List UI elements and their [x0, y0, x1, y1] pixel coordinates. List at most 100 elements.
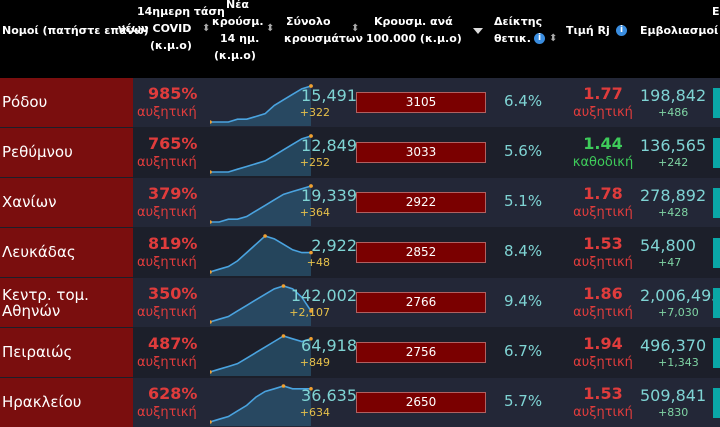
header-per-1[interactable]: Κρουσμ. ανά [374, 15, 453, 28]
cases-delta: +634 [299, 406, 330, 419]
sparkline-point [281, 284, 286, 288]
total-cases: 19,339 [301, 186, 357, 205]
per100k-bar: 2922 [356, 192, 486, 213]
header-edge: Ε [712, 5, 720, 18]
trend-label: αυξητική [137, 105, 197, 120]
cases-delta: +2,107 [289, 306, 330, 319]
per100k-bar: 2650 [356, 392, 486, 413]
rt-value: 1.77 [583, 84, 623, 103]
sparkline-point [309, 84, 313, 88]
sparkline-line [210, 335, 312, 373]
positivity-rate: 6.7% [504, 342, 543, 360]
total-cases: 36,635 [301, 386, 357, 405]
positivity-rate: 8.4% [504, 242, 543, 260]
trend-label: αυξητική [137, 355, 197, 370]
header-vac[interactable]: Εμβολιασμοί [640, 24, 719, 37]
trend-percent: 379% [148, 184, 198, 203]
sort-icon[interactable]: ⬍ [266, 23, 275, 34]
region-cell[interactable]: Χανίων [0, 178, 133, 227]
sparkline-area [210, 86, 311, 126]
sparkline-point [210, 370, 212, 374]
trend-label: αυξητική [137, 405, 197, 420]
header-trend-1[interactable]: 14ημερη τάση [137, 5, 225, 18]
positivity-rate: 9.4% [504, 292, 543, 310]
region-cell[interactable]: Λευκάδας [0, 228, 133, 277]
header-trend-3[interactable]: (κ.μ.ο) [150, 39, 192, 52]
next-column-edge [713, 388, 720, 418]
vaccinations: 2,006,495 [640, 286, 720, 305]
table-row[interactable]: Λευκάδας 819% αυξητική 2,922 +48 2852 8.4% 1.53… [0, 228, 720, 277]
next-column-edge [713, 288, 720, 318]
sparkline-point [281, 384, 286, 388]
sparkline-point [210, 170, 212, 174]
region-cell[interactable]: Ηρακλείου [0, 378, 133, 427]
header-new-3[interactable]: 14 ημ. [220, 32, 260, 45]
sparkline-point [263, 234, 267, 238]
vaccinations: 278,892 [640, 186, 707, 205]
next-column-edge [713, 338, 720, 368]
region-cell[interactable]: Κεντρ. τομ. Αθηνών [0, 278, 133, 327]
per100k-bar: 2756 [356, 342, 486, 363]
per100k-value: 2766 [405, 295, 437, 309]
region-name: Ρεθύμνου [2, 143, 73, 161]
per100k-value: 3033 [405, 145, 437, 159]
header-total-2[interactable]: κρουσμάτων [284, 32, 363, 45]
header-new-2[interactable]: κρούσμ. [212, 15, 264, 28]
positivity-rate: 5.7% [504, 392, 543, 410]
info-icon[interactable]: i [534, 33, 545, 44]
vaccinations-delta: +47 [658, 256, 682, 269]
vaccinations: 136,565 [640, 136, 707, 155]
sparkline-line [210, 185, 312, 223]
next-column-edge [713, 188, 720, 218]
cases-delta: +849 [299, 356, 330, 369]
sparkline-point [210, 120, 212, 124]
trend-percent: 350% [148, 284, 198, 303]
total-cases: 15,491 [301, 86, 357, 105]
trend-percent: 628% [148, 384, 198, 403]
table-row[interactable]: Ρόδου 985% αυξητική 15,491 +322 3105 6.4% 1.77 α… [0, 78, 720, 127]
sparkline-point [309, 134, 313, 138]
header-new-4[interactable]: (κ.μ.ο) [214, 49, 256, 62]
region-name: Ρόδου [2, 93, 48, 111]
table-row[interactable]: Πειραιώς 487% αυξητική 64,918 +849 2756 6.7% 1.… [0, 328, 720, 377]
next-column-edge [713, 88, 720, 118]
trend-label: αυξητική [137, 255, 197, 270]
sort-icon[interactable]: ⬍ [202, 23, 211, 34]
rt-label: καθοδική [572, 155, 634, 170]
total-cases: 12,849 [301, 136, 357, 155]
header-rt[interactable]: Τιμή Rj [566, 24, 610, 37]
trend-percent: 765% [148, 134, 198, 153]
sparkline-point [309, 184, 313, 188]
sort-icon[interactable]: ⬍ [351, 23, 360, 34]
region-cell[interactable]: Ρεθύμνου [0, 128, 133, 177]
sparkline-area [210, 136, 311, 176]
header-trend-2[interactable]: νέων COVID [118, 22, 192, 35]
table-row[interactable]: Χανίων 379% αυξητική 19,339 +364 2922 5.1% 1.78… [0, 178, 720, 227]
dropdown-icon[interactable] [473, 28, 483, 34]
sparkline-line [210, 85, 312, 123]
info-icon[interactable]: i [616, 25, 627, 36]
table-header: Νομοί (πατήστε επάνω) 14ημερη τάση νέων … [0, 0, 720, 78]
per100k-bar: 3033 [356, 142, 486, 163]
region-cell[interactable]: Ρόδου [0, 78, 133, 127]
per100k-value: 2922 [405, 195, 437, 209]
table-row[interactable]: Ρεθύμνου 765% αυξητική 12,849 +252 3033 5.6% 1.… [0, 128, 720, 177]
table-row[interactable]: Κεντρ. τομ. Αθηνών 350% αυξητική 142,002 +2,1… [0, 278, 720, 327]
header-new-1[interactable]: Νέα [226, 0, 249, 11]
sparkline-point [309, 250, 313, 255]
header-total-1[interactable]: Σύνολο [286, 15, 331, 28]
sparkline [210, 384, 313, 426]
header-pos-2[interactable]: θετικ. [494, 32, 531, 45]
rt-label: αυξητική [573, 355, 633, 370]
header-per-2[interactable]: 100.000 (κ.μ.ο) [366, 32, 462, 45]
rt-value: 1.44 [583, 134, 623, 153]
header-name[interactable]: Νομοί (πατήστε επάνω) [2, 24, 149, 37]
region-name: Χανίων [2, 193, 57, 211]
table-row[interactable]: Ηρακλείου 628% αυξητική 36,635 +634 2650 5.7% 1… [0, 378, 720, 427]
header-pos-1[interactable]: Δείκτης [494, 15, 543, 28]
vaccinations: 54,800 [640, 236, 696, 255]
per100k-bar: 2766 [356, 292, 486, 313]
rt-label: αυξητική [573, 305, 633, 320]
sort-icon[interactable]: ⬍ [549, 33, 558, 44]
region-cell[interactable]: Πειραιώς [0, 328, 133, 377]
